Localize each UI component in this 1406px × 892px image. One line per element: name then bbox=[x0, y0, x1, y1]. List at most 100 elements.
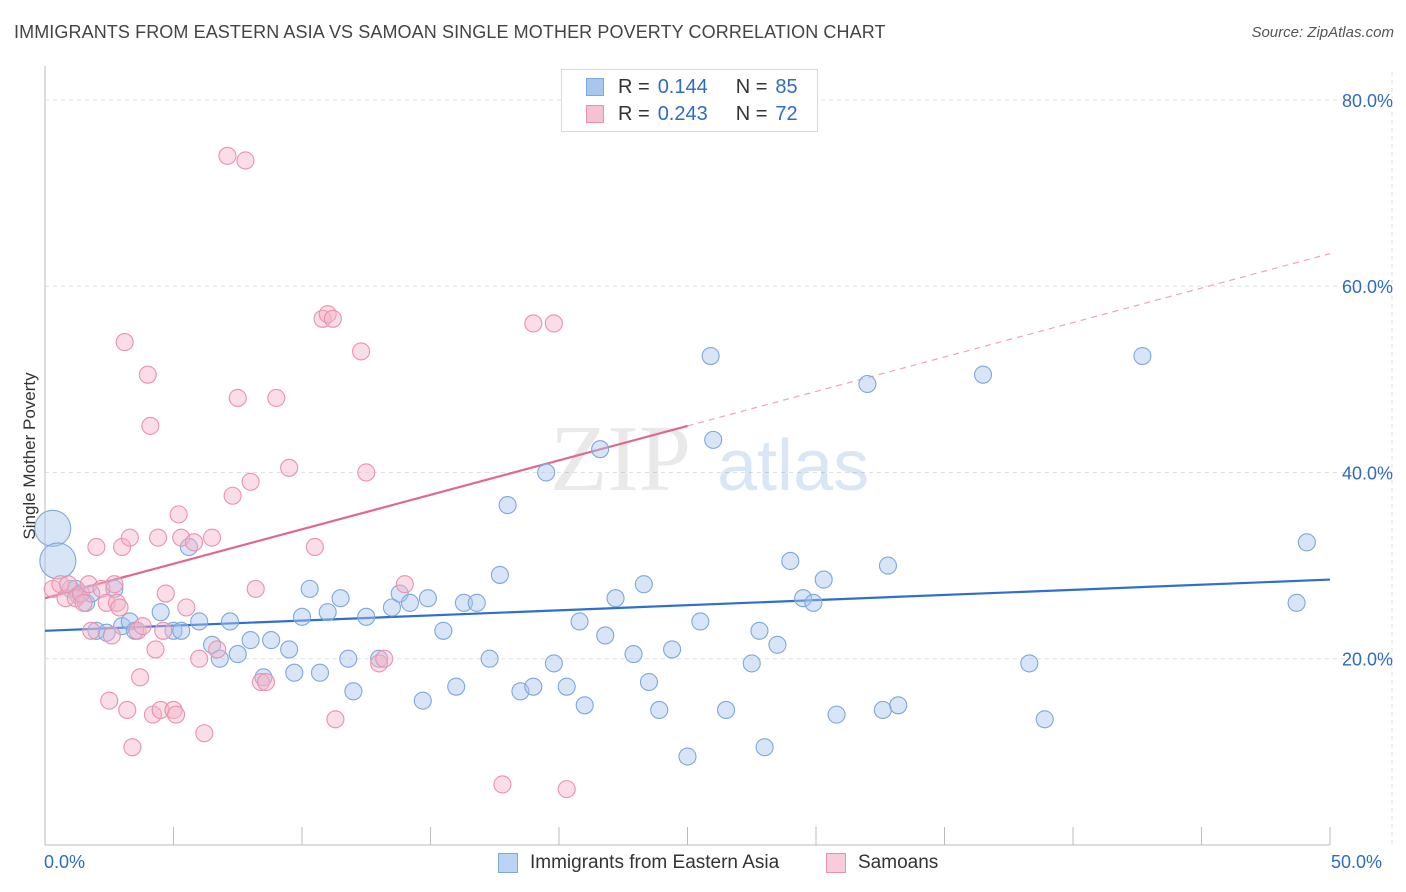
samoan-point bbox=[305, 537, 324, 557]
gridlines bbox=[45, 72, 1393, 845]
eastern-asia-point bbox=[241, 631, 260, 650]
n-label: N = bbox=[735, 75, 768, 98]
x-tick-label-max: 50.0% bbox=[1331, 852, 1383, 872]
eastern-asia-point bbox=[344, 682, 363, 701]
samoan-point bbox=[51, 575, 70, 594]
y-tick-label: 40.0% bbox=[1342, 463, 1393, 483]
eastern-asia-point bbox=[318, 603, 337, 622]
eastern-asia-point bbox=[164, 621, 183, 640]
samoan-point bbox=[256, 672, 276, 692]
eastern-asia-point bbox=[591, 440, 610, 459]
eastern-asia-point bbox=[557, 677, 576, 696]
eastern-asia-point bbox=[357, 607, 376, 626]
samoan-point bbox=[218, 146, 237, 165]
eastern-asia-point bbox=[228, 645, 247, 664]
correlation-legend: R = 0.144 N = 85 R = 0.243 N = 72 bbox=[561, 69, 818, 132]
samoan-point bbox=[223, 486, 242, 505]
trend-line-solid bbox=[44, 578, 1331, 632]
eastern-asia-point bbox=[1287, 593, 1306, 612]
samoan-point bbox=[395, 575, 414, 594]
y-tick-labels: 20.0% 40.0% 60.0% 80.0% bbox=[1342, 91, 1393, 670]
samoan-point bbox=[177, 598, 196, 617]
eastern-asia-point bbox=[434, 621, 453, 640]
samoan-point bbox=[131, 668, 150, 687]
y-axis-label: Single Mother Poverty bbox=[20, 372, 39, 540]
legend-swatch-pink bbox=[826, 853, 846, 873]
legend-swatch-pink bbox=[586, 105, 604, 123]
samoan-point bbox=[203, 528, 222, 547]
eastern-asia-point bbox=[190, 612, 209, 631]
samoan-point bbox=[146, 640, 165, 659]
samoan-point bbox=[375, 649, 394, 668]
eastern-asia-point bbox=[537, 463, 556, 482]
r-value: 0.243 bbox=[657, 102, 708, 125]
legend-row-eastern-asia: R = 0.144 N = 85 bbox=[586, 76, 798, 98]
eastern-asia-point bbox=[889, 696, 908, 715]
eastern-asia-point bbox=[827, 705, 846, 724]
eastern-asia-point bbox=[663, 640, 682, 659]
eastern-asia-point bbox=[467, 593, 486, 612]
samoan-point bbox=[323, 309, 342, 328]
eastern-asia-point bbox=[624, 645, 643, 664]
eastern-asia-point bbox=[220, 612, 240, 631]
eastern-asia-point bbox=[794, 589, 813, 608]
eastern-asia-point bbox=[292, 607, 312, 626]
samoan-point bbox=[169, 505, 188, 524]
eastern-asia-point bbox=[814, 570, 833, 589]
eastern-asia-point bbox=[382, 598, 402, 617]
samoan-point bbox=[100, 691, 119, 710]
eastern-asia-point bbox=[97, 623, 116, 642]
samoan-point bbox=[102, 626, 121, 645]
eastern-asia-point bbox=[524, 677, 543, 696]
samoan-point bbox=[190, 649, 209, 668]
eastern-asia-point bbox=[973, 365, 993, 384]
n-label: N = bbox=[735, 102, 768, 125]
legend-swatch-blue bbox=[586, 78, 604, 96]
eastern-asia-point bbox=[447, 677, 466, 696]
eastern-asia-point bbox=[873, 700, 892, 720]
watermark-zip: ZIP bbox=[550, 407, 691, 511]
samoan-point bbox=[195, 724, 214, 743]
samoan-point bbox=[557, 780, 576, 799]
r-label: R = bbox=[618, 75, 650, 98]
samoan-point bbox=[241, 472, 260, 491]
legend-item-eastern-asia[interactable]: Immigrants from Eastern Asia bbox=[498, 852, 779, 874]
samoan-point bbox=[82, 621, 101, 640]
eastern-asia-point bbox=[704, 430, 723, 449]
samoan-point bbox=[267, 388, 286, 408]
samoan-point bbox=[138, 365, 157, 384]
samoan-point bbox=[133, 617, 152, 636]
eastern-asia-point bbox=[262, 631, 281, 650]
samoan-point bbox=[110, 598, 129, 617]
samoan-point bbox=[120, 528, 139, 547]
x-tick-label-min: 0.0% bbox=[44, 852, 86, 872]
legend-label: Samoans bbox=[858, 852, 939, 873]
eastern-asia-point bbox=[634, 575, 653, 594]
r-label: R = bbox=[618, 102, 650, 125]
eastern-asia-point bbox=[1035, 710, 1054, 729]
eastern-asia-point bbox=[606, 589, 625, 608]
eastern-asia-point bbox=[61, 579, 80, 598]
eastern-asia-point bbox=[1020, 654, 1039, 673]
eastern-asia-point bbox=[716, 700, 736, 720]
legend-swatch-blue bbox=[498, 853, 518, 873]
r-value: 0.144 bbox=[657, 75, 708, 98]
samoan-point bbox=[493, 775, 512, 794]
n-value: 85 bbox=[775, 75, 798, 98]
samoan-point bbox=[156, 584, 175, 603]
samoan-point bbox=[280, 458, 299, 477]
eastern-asia-point bbox=[370, 649, 389, 668]
legend-item-samoans[interactable]: Samoans bbox=[826, 852, 938, 874]
eastern-asia-point bbox=[575, 696, 594, 715]
data-points bbox=[34, 146, 1316, 799]
eastern-asia-point bbox=[750, 621, 769, 640]
eastern-asia-point bbox=[570, 612, 589, 631]
samoan-point bbox=[123, 738, 142, 757]
trend-line-solid bbox=[44, 424, 688, 600]
eastern-asia-point bbox=[804, 593, 823, 612]
samoan-point bbox=[141, 416, 160, 435]
samoan-point bbox=[524, 314, 543, 333]
eastern-asia-point bbox=[701, 347, 720, 366]
eastern-asia-point bbox=[1133, 347, 1152, 366]
